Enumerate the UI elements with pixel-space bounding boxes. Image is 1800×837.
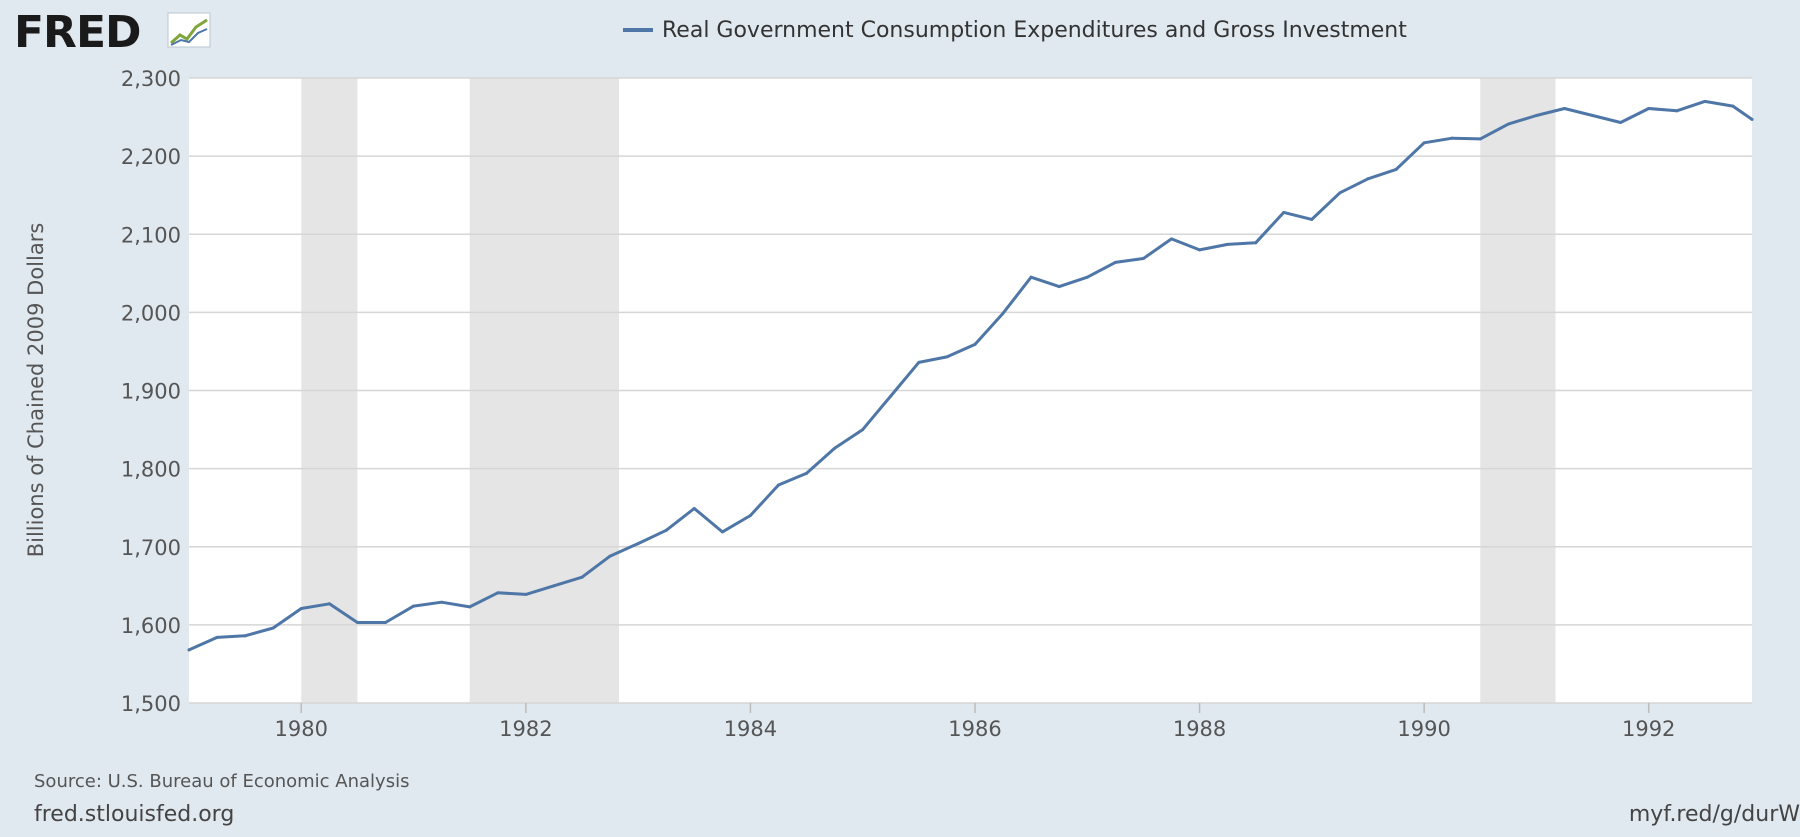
x-tick-label-1984: 1984 [724,717,777,741]
data-point-49[interactable] [1562,106,1566,110]
data-point-47[interactable] [1506,122,1510,126]
data-point-37[interactable] [1226,242,1230,246]
data-point-35[interactable] [1169,237,1173,241]
data-point-53[interactable] [1675,109,1679,113]
x-tick-label-1992: 1992 [1622,717,1675,741]
data-point-30[interactable] [1029,275,1033,279]
source-note: Source: U.S. Bureau of Economic Analysis [34,771,410,792]
data-point-14[interactable] [580,575,584,579]
data-point-45[interactable] [1450,136,1454,140]
data-point-2[interactable] [243,634,247,638]
x-tick-label-1980: 1980 [275,717,328,741]
data-point-23[interactable] [833,446,837,450]
data-point-43[interactable] [1394,167,1398,171]
fred-logo[interactable]: FRED [14,7,211,58]
data-point-15[interactable] [608,554,612,558]
data-point-51[interactable] [1619,121,1623,125]
x-tick-label-1988: 1988 [1173,717,1226,741]
x-tick-label-1982: 1982 [499,717,552,741]
data-point-12[interactable] [524,592,528,596]
y-axis-title: Billions of Chained 2009 Dollars [24,223,48,558]
y-axis: 1,500 1,600 1,700 1,800 1,900 2,000 2,100 2,200… [121,67,181,716]
data-point-34[interactable] [1141,256,1145,260]
short-link[interactable]: myf.red/g/durW [1628,802,1800,827]
data-point-24[interactable] [861,428,865,432]
data-point-36[interactable] [1198,248,1202,252]
data-point-9[interactable] [440,600,444,604]
gridlines [189,77,1752,704]
x-tick-label-1990: 1990 [1397,717,1450,741]
data-point-44[interactable] [1422,141,1426,145]
site-link[interactable]: fred.stlouisfed.org [34,802,235,827]
data-point-22[interactable] [805,471,809,475]
data-point-56[interactable] [1750,117,1754,121]
data-point-1[interactable] [215,635,219,639]
data-point-40[interactable] [1310,217,1314,221]
data-point-52[interactable] [1647,106,1651,110]
y-tick-label-2000: 2,000 [121,301,181,325]
y-tick-label-1900: 1,900 [121,380,181,404]
data-point-48[interactable] [1534,114,1538,117]
y-tick-label-2100: 2,100 [121,223,181,247]
data-point-41[interactable] [1338,191,1342,195]
y-tick-label-1600: 1,600 [121,614,181,638]
data-point-6[interactable] [355,621,359,625]
data-point-54[interactable] [1703,99,1707,103]
y-tick-label-1500: 1,500 [121,692,181,716]
data-point-28[interactable] [973,342,977,346]
series-layer [187,99,1754,652]
x-tick-label-1986: 1986 [948,717,1001,741]
data-point-17[interactable] [664,528,668,532]
data-point-50[interactable] [1591,114,1595,117]
data-point-16[interactable] [636,542,640,546]
fred-logo-text: FRED [14,7,141,58]
data-point-55[interactable] [1731,104,1735,108]
data-point-5[interactable] [327,602,331,606]
data-point-32[interactable] [1085,275,1089,279]
data-point-0[interactable] [187,648,191,652]
data-point-42[interactable] [1366,177,1370,181]
legend-label: Real Government Consumption Expenditures… [662,18,1407,43]
data-point-46[interactable] [1478,137,1482,141]
data-point-10[interactable] [468,605,472,609]
data-point-13[interactable] [552,584,556,588]
data-point-3[interactable] [271,626,275,630]
data-point-20[interactable] [748,514,752,517]
y-tick-label-2200: 2,200 [121,145,181,169]
data-point-33[interactable] [1113,260,1117,264]
fred-logo-chart-icon [167,12,211,48]
data-point-31[interactable] [1057,285,1061,289]
data-point-19[interactable] [720,530,724,534]
data-point-18[interactable] [692,506,696,510]
data-point-4[interactable] [299,606,303,610]
data-point-11[interactable] [496,591,500,595]
data-point-27[interactable] [945,355,949,359]
y-tick-label-1800: 1,800 [121,458,181,482]
data-point-26[interactable] [917,360,921,364]
data-point-7[interactable] [383,621,387,625]
x-axis: 1980 1982 1984 1986 1988 1990 1992 [275,703,1675,741]
y-tick-label-1700: 1,700 [121,536,181,560]
data-point-21[interactable] [776,483,780,487]
legend: Real Government Consumption Expenditures… [623,18,1407,43]
data-point-8[interactable] [412,604,416,608]
data-point-38[interactable] [1254,241,1258,245]
y-tick-label-2300: 2,300 [121,67,181,91]
data-point-25[interactable] [889,394,893,398]
data-point-39[interactable] [1282,210,1286,214]
data-point-29[interactable] [1001,311,1005,315]
